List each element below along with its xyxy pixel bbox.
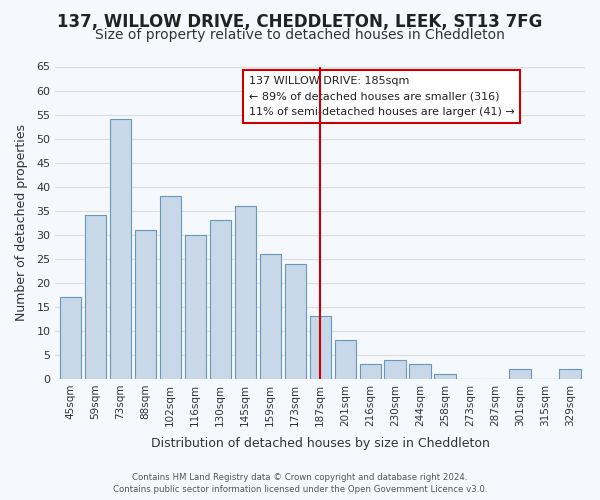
X-axis label: Distribution of detached houses by size in Cheddleton: Distribution of detached houses by size … (151, 437, 490, 450)
Bar (260, 254, 281, 379)
Text: Contains HM Land Registry data © Crown copyright and database right 2024.
Contai: Contains HM Land Registry data © Crown c… (113, 472, 487, 494)
Text: Size of property relative to detached houses in Cheddleton: Size of property relative to detached ho… (95, 28, 505, 42)
Bar (59, 297, 81, 379)
Bar (509, 370, 530, 379)
Bar (359, 364, 381, 379)
Bar (284, 264, 306, 379)
Y-axis label: Number of detached properties: Number of detached properties (15, 124, 28, 321)
Bar (235, 206, 256, 379)
Bar (385, 360, 406, 379)
Bar (110, 120, 131, 379)
Text: 137, WILLOW DRIVE, CHEDDLETON, LEEK, ST13 7FG: 137, WILLOW DRIVE, CHEDDLETON, LEEK, ST1… (58, 12, 542, 30)
Bar (310, 316, 331, 379)
Bar (185, 234, 206, 379)
Bar (559, 370, 581, 379)
Bar (134, 230, 156, 379)
Bar (434, 374, 456, 379)
Bar (160, 196, 181, 379)
Bar (209, 220, 231, 379)
Bar (409, 364, 431, 379)
Text: 137 WILLOW DRIVE: 185sqm
← 89% of detached houses are smaller (316)
11% of semi-: 137 WILLOW DRIVE: 185sqm ← 89% of detach… (248, 76, 514, 117)
Bar (85, 216, 106, 379)
Bar (335, 340, 356, 379)
